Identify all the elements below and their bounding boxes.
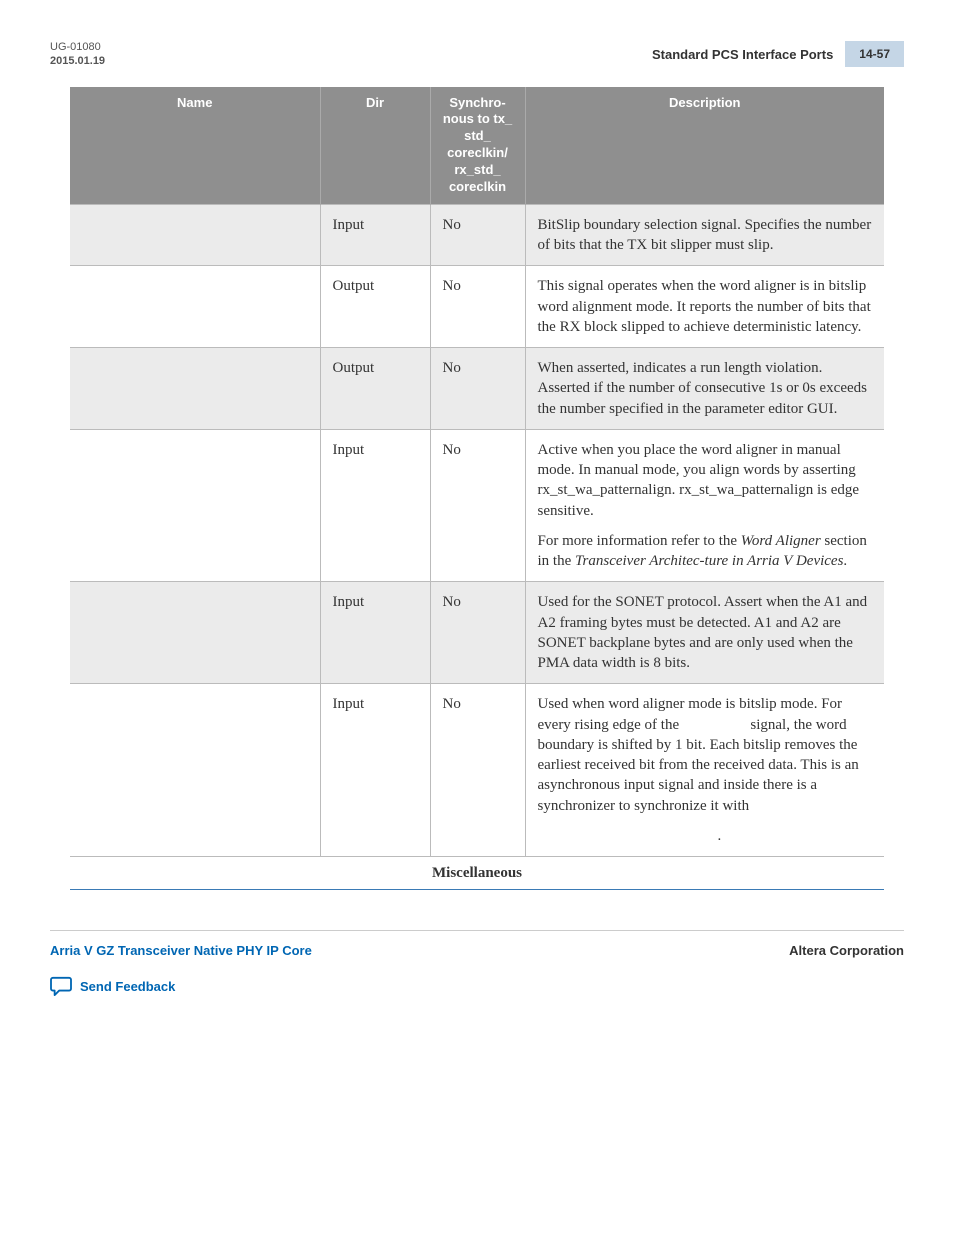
footer-top: Arria V GZ Transceiver Native PHY IP Cor… [50, 930, 904, 958]
feedback-row[interactable]: Send Feedback [50, 976, 904, 996]
cell-name [70, 582, 320, 684]
cell-description: BitSlip boundary selection signal. Speci… [525, 204, 884, 266]
description-paragraph: Active when you place the word aligner i… [538, 440, 873, 521]
table-header-row: Name Dir Synchro-nous to tx_std_coreclki… [70, 87, 884, 205]
cell-dir: Input [320, 582, 430, 684]
col-header-dir: Dir [320, 87, 430, 205]
description-paragraph: For more information refer to the Word A… [538, 531, 873, 572]
section-label: Miscellaneous [70, 857, 884, 890]
cell-description: This signal operates when the word align… [525, 266, 884, 348]
section-row: Miscellaneous [70, 857, 884, 890]
cell-dir: Output [320, 348, 430, 430]
feedback-link[interactable]: Send Feedback [80, 979, 175, 994]
header-left: UG-01080 2015.01.19 [50, 40, 105, 69]
cell-sync: No [430, 266, 525, 348]
footer-left[interactable]: Arria V GZ Transceiver Native PHY IP Cor… [50, 943, 312, 958]
cell-description: Used when word aligner mode is bitslip m… [525, 684, 884, 857]
cell-name [70, 429, 320, 582]
table-row: OutputNoThis signal operates when the wo… [70, 266, 884, 348]
cell-sync: No [430, 204, 525, 266]
cell-name [70, 348, 320, 430]
table-row: InputNoUsed when word aligner mode is bi… [70, 684, 884, 857]
footer-right: Altera Corporation [789, 943, 904, 958]
cell-dir: Input [320, 204, 430, 266]
cell-sync: No [430, 684, 525, 857]
ports-table: Name Dir Synchro-nous to tx_std_coreclki… [70, 87, 884, 891]
table-row: InputNoActive when you place the word al… [70, 429, 884, 582]
cell-description: Used for the SONET protocol. Assert when… [525, 582, 884, 684]
doc-date: 2015.01.19 [50, 54, 105, 68]
description-paragraph: This signal operates when the word align… [538, 276, 873, 337]
description-paragraph: Used when word aligner mode is bitslip m… [538, 694, 873, 816]
description-paragraph: . [538, 826, 873, 846]
table-row: InputNo BitSlip boundary selection signal… [70, 204, 884, 266]
table-body: InputNoBitSlip boundary selection signal… [70, 204, 884, 890]
table-row: InputNoUsed for the SONET protocol. Asse… [70, 582, 884, 684]
description-paragraph: Used for the SONET protocol. Assert when… [538, 592, 873, 673]
page-number: 14-57 [845, 41, 904, 67]
cell-name [70, 684, 320, 857]
header-right: Standard PCS Interface Ports 14-57 [652, 41, 904, 67]
cell-description: When asserted, indicates a run length vi… [525, 348, 884, 430]
cell-dir: Output [320, 266, 430, 348]
description-paragraph: BitSlip boundary selection signal. Speci… [538, 215, 873, 256]
cell-dir: Input [320, 684, 430, 857]
description-paragraph: When asserted, indicates a run length vi… [538, 358, 873, 419]
table-row: OutputNoWhen asserted, indicates a run l… [70, 348, 884, 430]
section-title[interactable]: Standard PCS Interface Ports [652, 47, 833, 62]
col-header-desc: Description [525, 87, 884, 205]
doc-id: UG-01080 [50, 40, 105, 54]
page-footer: Arria V GZ Transceiver Native PHY IP Cor… [50, 930, 904, 996]
col-header-name: Name [70, 87, 320, 205]
cell-sync: No [430, 429, 525, 582]
cell-name [70, 266, 320, 348]
cell-sync: No [430, 582, 525, 684]
col-header-sync: Synchro-nous to tx_std_coreclkin/rx_std_… [430, 87, 525, 205]
cell-name [70, 204, 320, 266]
feedback-icon [50, 976, 72, 996]
cell-dir: Input [320, 429, 430, 582]
cell-description: Active when you place the word aligner i… [525, 429, 884, 582]
cell-sync: No [430, 348, 525, 430]
page-header: UG-01080 2015.01.19 Standard PCS Interfa… [0, 0, 954, 79]
